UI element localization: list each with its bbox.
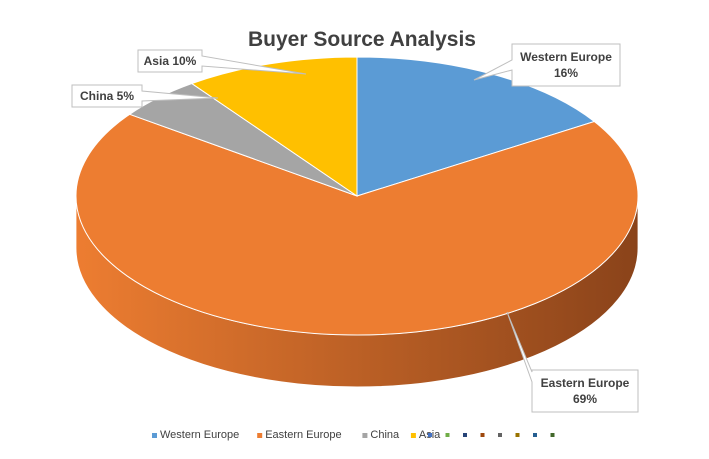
data-label-western-europe: Western Europe 16% [473,43,621,87]
legend-marker-empty [428,433,432,437]
legend-label-western-europe: Western Europe [160,429,239,441]
legend-marker-empty [533,433,537,437]
data-label-text: Western Europe [520,50,612,64]
callout-box [137,49,307,75]
callout-box [506,311,639,413]
legend-label-china: China [370,429,400,441]
data-label-text: China 5% [80,89,134,103]
legend-label-eastern-europe: Eastern Europe [265,429,341,441]
data-label-asia: Asia 10% [137,49,307,75]
chart-title: Buyer Source Analysis [248,28,476,51]
legend-marker-asia [410,433,416,438]
slice-asia [190,56,358,197]
data-labels: Western Europe 16% Eastern Europe 69% China … [71,43,639,413]
data-label-china: China 5% [71,84,219,108]
legend-marker-eastern-europe [257,433,263,438]
pie-slices [75,56,639,336]
legend-marker-empty [480,433,485,437]
legend-marker-empty [498,433,502,437]
legend-marker-empty [550,433,555,437]
legend-marker-western-europe [152,433,157,438]
legend-marker-empty [463,433,467,437]
callout-box [71,84,219,108]
data-label-text: 69% [573,392,597,406]
callout-box [473,43,621,87]
data-label-text: Asia 10% [144,54,197,68]
legend-marker-empty [515,433,520,437]
data-label-text: Eastern Europe [541,376,630,390]
slice-eastern-europe [75,113,639,336]
data-label-text: 16% [554,66,578,80]
data-label-eastern-europe: Eastern Europe 69% [506,311,639,413]
legend-marker-empty [445,433,450,437]
legend-marker-china [362,433,368,438]
